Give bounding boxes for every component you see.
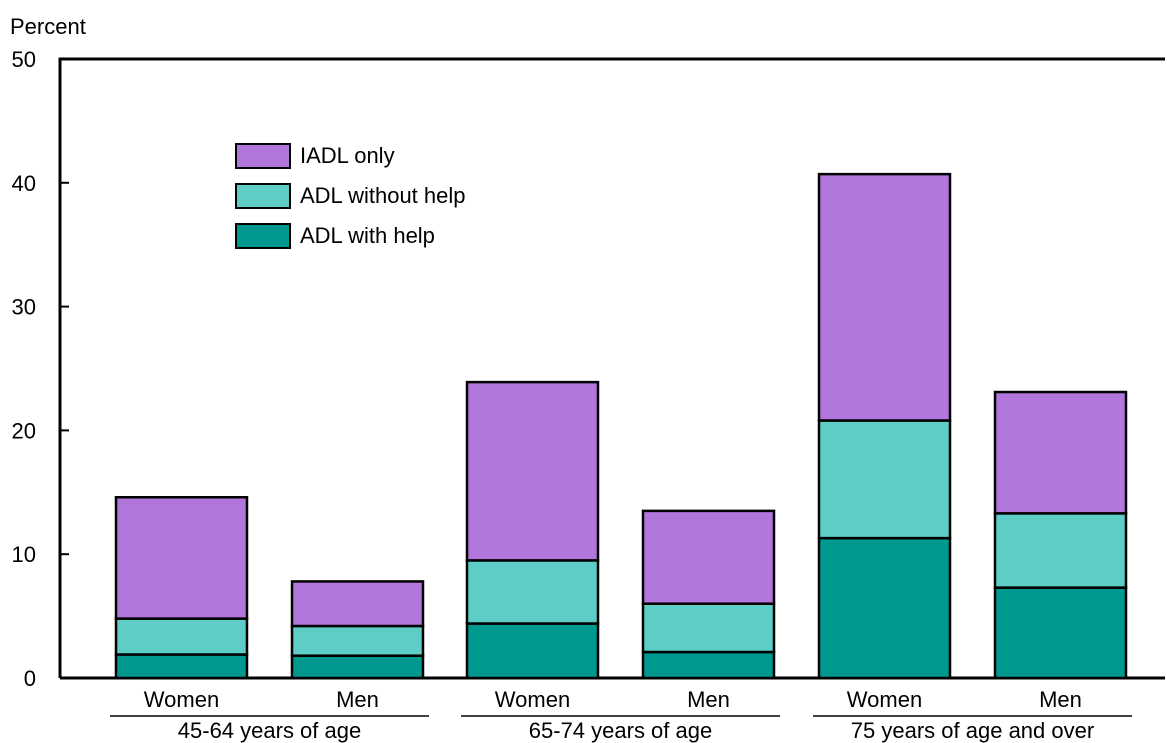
bars xyxy=(114,172,1128,680)
bar-segment xyxy=(993,390,1128,515)
y-tick-label: 0 xyxy=(24,666,36,691)
bar-segment xyxy=(114,653,249,680)
bar-segment xyxy=(993,586,1128,680)
x-axis-labels: Women Men Women Men Women Men 45-64 years of a… xyxy=(110,687,1132,743)
y-tick-label: 20 xyxy=(12,418,36,443)
bar-segment xyxy=(114,617,249,656)
category-label: Men xyxy=(336,687,379,712)
group-label: 65-74 years of age xyxy=(529,718,712,743)
bar-segment xyxy=(465,622,600,680)
bar-segment xyxy=(641,602,776,654)
legend-label: ADL with help xyxy=(300,223,435,248)
bar-segment xyxy=(290,580,425,628)
bar-segment xyxy=(817,536,952,680)
group-label: 75 years of age and over xyxy=(851,718,1094,743)
bar-segment xyxy=(290,654,425,680)
category-label: Men xyxy=(1039,687,1082,712)
bar-segment xyxy=(817,172,952,422)
legend-swatch xyxy=(235,223,291,249)
category-label: Men xyxy=(687,687,730,712)
bar-segment xyxy=(993,512,1128,589)
y-tick-label: 50 xyxy=(12,47,36,72)
legend-label: IADL only xyxy=(300,143,395,168)
bar-segment xyxy=(465,380,600,562)
y-tick-label: 10 xyxy=(12,542,36,567)
legend-swatch xyxy=(235,143,291,169)
bar-segment xyxy=(114,496,249,620)
y-tick-label: 40 xyxy=(12,171,36,196)
y-tick-label: 30 xyxy=(12,295,36,320)
bar-segment xyxy=(817,419,952,540)
legend-swatch xyxy=(235,183,291,209)
category-label: Women xyxy=(144,687,219,712)
category-label: Women xyxy=(495,687,570,712)
legend-label: ADL without help xyxy=(300,183,466,208)
y-axis-label: Percent xyxy=(10,14,86,39)
bar-segment xyxy=(641,509,776,605)
legend: IADL only ADL without help ADL with help xyxy=(235,143,466,249)
category-label: Women xyxy=(847,687,922,712)
bar-segment xyxy=(641,650,776,680)
group-label: 45-64 years of age xyxy=(178,718,361,743)
bar-segment xyxy=(290,624,425,657)
bar-segment xyxy=(465,559,600,625)
